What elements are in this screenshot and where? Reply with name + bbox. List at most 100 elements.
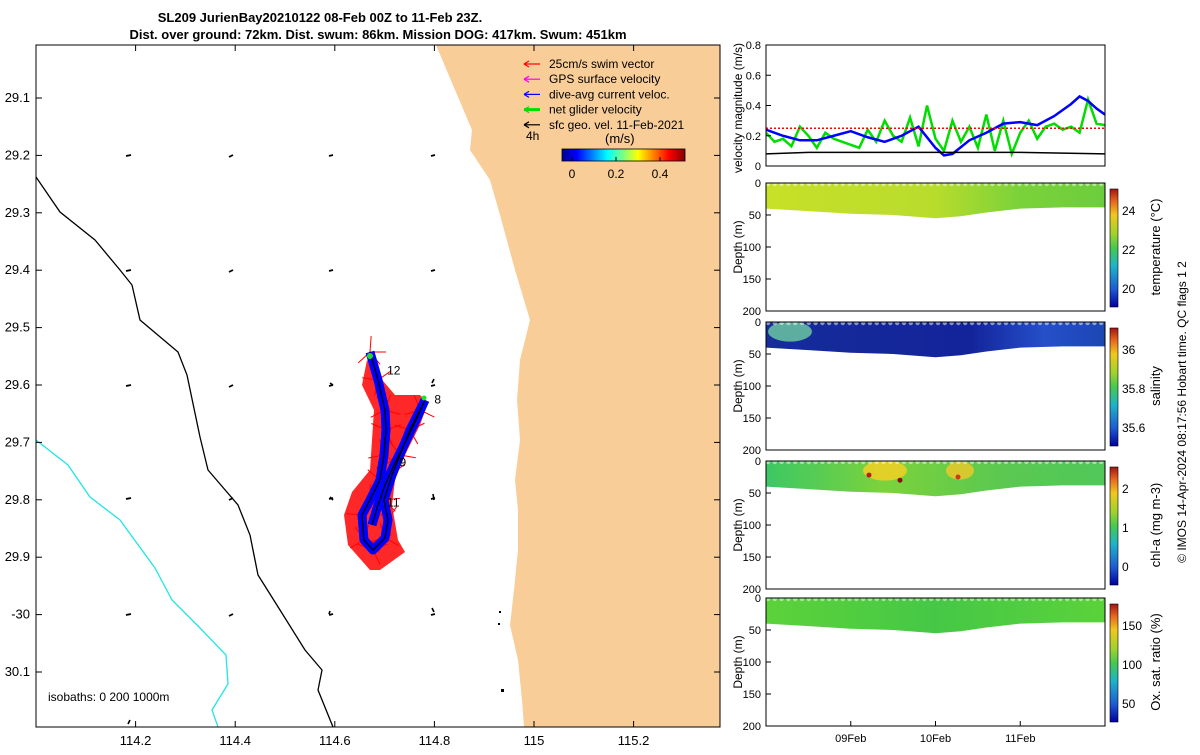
section-surface-dot bbox=[1031, 460, 1035, 464]
section-surface-dot bbox=[813, 460, 817, 464]
section-surface-dot bbox=[875, 321, 879, 325]
section-surface-dot bbox=[834, 597, 838, 601]
section-surface-dot bbox=[1011, 182, 1015, 186]
section-surface-dot bbox=[943, 182, 947, 186]
section-surface-dot bbox=[854, 460, 858, 464]
section-surface-dot bbox=[1085, 182, 1089, 186]
section-surface-dot bbox=[1011, 321, 1015, 325]
section-surface-dot bbox=[847, 597, 851, 601]
depth-tick-label: 150 bbox=[743, 274, 761, 286]
section-surface-dot bbox=[793, 460, 797, 464]
section-surface-dot bbox=[1024, 597, 1028, 601]
velocity-panel: 00.20.40.60.8 velocity magnitude (m/s) bbox=[731, 40, 1105, 173]
legend-4h-marker: 4h bbox=[526, 129, 539, 143]
section-surface-dot bbox=[915, 321, 919, 325]
section-surface-dot bbox=[977, 460, 981, 464]
section-surface-dot bbox=[915, 597, 919, 601]
colorbar-tick-label: 36 bbox=[1122, 343, 1136, 357]
section-surface-dot bbox=[956, 597, 960, 601]
section-surface-dot bbox=[1011, 460, 1015, 464]
colorbar-tick-label: 1 bbox=[1122, 521, 1129, 535]
track-day-label: 12 bbox=[387, 364, 401, 378]
section-surface-dot bbox=[1079, 460, 1083, 464]
section-surface-dot bbox=[854, 321, 858, 325]
section-surface-dot bbox=[1092, 460, 1096, 464]
section-surface-dot bbox=[1058, 321, 1062, 325]
section-surface-dot bbox=[800, 321, 804, 325]
section-surface-dot bbox=[834, 460, 838, 464]
colorbar-tick-label: 24 bbox=[1122, 204, 1136, 218]
section-surface-dot bbox=[990, 597, 994, 601]
surface-velocity-arrow bbox=[433, 494, 434, 500]
section-surface-dot bbox=[773, 182, 777, 186]
section-surface-dot bbox=[1038, 182, 1042, 186]
time-tick-label: 09Feb bbox=[835, 733, 866, 745]
section-surface-dot bbox=[983, 182, 987, 186]
section-surface-dot bbox=[970, 597, 974, 601]
map-y-tick-label: 30.1 bbox=[5, 664, 30, 679]
section-surface-dot bbox=[820, 597, 824, 601]
legend-label: net glider velocity bbox=[549, 103, 642, 117]
section-colorbar bbox=[1110, 467, 1118, 585]
section-surface-dot bbox=[983, 460, 987, 464]
section-surface-dot bbox=[773, 321, 777, 325]
section-surface-dot bbox=[963, 182, 967, 186]
surface-velocity-arrow bbox=[126, 498, 131, 499]
section-surface-dot bbox=[895, 460, 899, 464]
section-surface-dot bbox=[1058, 182, 1062, 186]
section-surface-dot bbox=[990, 182, 994, 186]
track-day-label: 8 bbox=[434, 392, 441, 406]
section-surface-dot bbox=[793, 182, 797, 186]
colorbar-tick-label: 100 bbox=[1122, 658, 1142, 672]
section-surface-dot bbox=[888, 182, 892, 186]
section-surface-dot bbox=[915, 460, 919, 464]
section-surface-dot bbox=[1065, 460, 1069, 464]
speed-colorbar bbox=[562, 149, 685, 161]
section-surface-dot bbox=[854, 182, 858, 186]
section-surface-dot bbox=[1024, 321, 1028, 325]
section-surface-dot bbox=[983, 321, 987, 325]
section-surface-dot bbox=[936, 321, 940, 325]
section-surface-dot bbox=[881, 460, 885, 464]
section-surface-dot bbox=[861, 460, 865, 464]
section-surface-dot bbox=[929, 460, 933, 464]
velocity-ylabel: velocity magnitude (m/s) bbox=[731, 43, 745, 173]
figure-title-line2: Dist. over ground: 72km. Dist. swum: 86k… bbox=[129, 27, 626, 42]
depth-tick-label: 0 bbox=[755, 178, 761, 190]
depth-tick-label: 50 bbox=[749, 625, 761, 637]
section-surface-dot bbox=[922, 460, 926, 464]
section-surface-dot bbox=[970, 321, 974, 325]
section-surface-dot bbox=[1017, 460, 1021, 464]
map-y-tick-label: 29.2 bbox=[5, 147, 30, 162]
surface-velocity-arrow bbox=[126, 155, 131, 156]
section-surface-dot bbox=[807, 182, 811, 186]
map-x-tick-label: 114.2 bbox=[120, 733, 152, 748]
figure-title-line1: SL209 JurienBay20210122 08-Feb 00Z to 11… bbox=[158, 10, 482, 25]
section-surface-dot bbox=[1004, 182, 1008, 186]
surface-velocity-arrow bbox=[431, 614, 435, 615]
section-colorbar bbox=[1110, 604, 1118, 722]
section-surface-dot bbox=[929, 321, 933, 325]
section-surface-dot bbox=[1031, 321, 1035, 325]
section-surface-dot bbox=[861, 321, 865, 325]
depth-tick-label: 100 bbox=[743, 242, 761, 254]
section-surface-dot bbox=[970, 182, 974, 186]
section-surface-dot bbox=[922, 321, 926, 325]
depth-tick-label: 150 bbox=[743, 413, 761, 425]
velocity-y-tick-label: 0.2 bbox=[746, 131, 761, 143]
section-surface-dot bbox=[956, 182, 960, 186]
colorbar-tick-label: 50 bbox=[1122, 697, 1136, 711]
section-surface-dot bbox=[990, 321, 994, 325]
section-surface-dot bbox=[773, 460, 777, 464]
depth-tick-label: 50 bbox=[749, 210, 761, 222]
section-surface-dot bbox=[861, 597, 865, 601]
section-surface-dot bbox=[807, 597, 811, 601]
section-surface-dot bbox=[888, 321, 892, 325]
section-surface-dot bbox=[956, 460, 960, 464]
section-surface-dot bbox=[1099, 597, 1103, 601]
section-surface-dot bbox=[841, 182, 845, 186]
section-surface-dot bbox=[841, 321, 845, 325]
